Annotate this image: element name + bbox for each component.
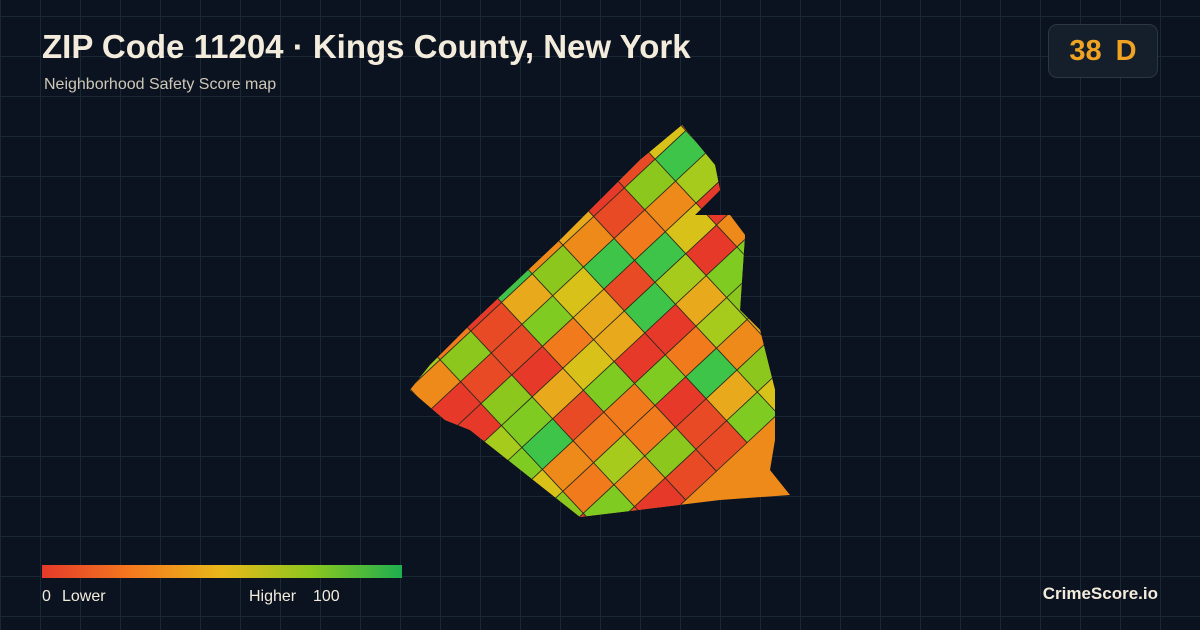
block xyxy=(787,334,790,386)
block xyxy=(501,520,552,571)
block xyxy=(594,65,645,116)
block xyxy=(410,236,462,288)
block xyxy=(676,29,727,80)
block xyxy=(891,198,942,249)
block xyxy=(664,125,718,132)
block xyxy=(573,535,624,586)
block xyxy=(850,277,901,328)
block xyxy=(655,7,706,58)
block xyxy=(706,1,757,52)
block xyxy=(480,497,533,517)
block xyxy=(696,51,747,102)
block xyxy=(307,373,358,424)
block xyxy=(348,417,399,468)
block xyxy=(756,125,790,169)
block xyxy=(410,286,451,339)
brand: CrimeScore.io xyxy=(1042,584,1158,603)
block xyxy=(727,23,778,74)
block xyxy=(287,351,338,402)
block xyxy=(798,161,849,212)
block xyxy=(521,172,574,224)
legend-max-label: Higher xyxy=(249,588,297,605)
block xyxy=(317,323,368,374)
legend-bar xyxy=(42,565,402,578)
legend-min: 0 xyxy=(42,588,51,605)
block xyxy=(603,506,656,517)
block xyxy=(624,36,675,87)
block xyxy=(471,549,522,600)
block xyxy=(490,200,544,253)
score: 38 xyxy=(1069,35,1102,67)
legend-max: 100 xyxy=(313,588,340,605)
block xyxy=(787,211,790,263)
grade: D xyxy=(1115,35,1137,67)
block xyxy=(717,73,768,124)
block xyxy=(870,176,921,227)
block xyxy=(839,205,890,256)
block xyxy=(419,431,472,484)
block xyxy=(613,125,666,138)
block xyxy=(410,264,431,317)
block xyxy=(450,527,501,578)
block xyxy=(470,178,523,231)
block xyxy=(522,542,573,593)
block xyxy=(459,475,513,517)
legend-min-label: Lower xyxy=(62,588,106,605)
block xyxy=(491,571,542,622)
block xyxy=(410,482,462,517)
subtitle: Neighborhood Safety Score map xyxy=(44,76,277,93)
block xyxy=(439,207,492,260)
block xyxy=(439,453,492,506)
block xyxy=(410,315,421,367)
block xyxy=(768,67,819,118)
block xyxy=(686,0,737,29)
block xyxy=(809,234,860,285)
block xyxy=(410,438,421,491)
block xyxy=(645,58,696,109)
block xyxy=(880,249,931,300)
block xyxy=(552,143,605,196)
block xyxy=(736,125,789,147)
block xyxy=(746,167,790,219)
score-badge: 38 D xyxy=(1048,24,1158,78)
block xyxy=(358,366,409,417)
block xyxy=(512,593,563,630)
block xyxy=(542,564,593,615)
blocks xyxy=(287,0,962,630)
block xyxy=(348,294,399,345)
block xyxy=(582,125,636,167)
block xyxy=(726,145,779,197)
block xyxy=(860,227,911,278)
block xyxy=(501,150,554,202)
block xyxy=(429,257,482,310)
title: ZIP Code 11204 · Kings County, New York xyxy=(42,28,691,65)
block xyxy=(562,125,615,145)
block xyxy=(809,110,860,161)
block xyxy=(777,138,790,191)
block xyxy=(819,306,870,357)
block xyxy=(829,132,880,183)
block xyxy=(531,125,585,174)
block xyxy=(328,395,379,446)
block xyxy=(747,45,798,96)
block xyxy=(410,460,441,513)
block xyxy=(850,154,901,205)
block xyxy=(767,312,790,364)
block xyxy=(819,183,870,234)
block xyxy=(767,189,790,241)
block xyxy=(460,229,513,282)
block xyxy=(756,239,790,292)
block xyxy=(798,284,849,335)
block xyxy=(829,255,880,306)
block xyxy=(429,504,482,517)
block xyxy=(911,220,962,271)
block xyxy=(787,125,790,140)
block xyxy=(736,217,789,270)
block xyxy=(777,261,790,314)
block xyxy=(338,344,389,395)
block xyxy=(552,512,605,517)
